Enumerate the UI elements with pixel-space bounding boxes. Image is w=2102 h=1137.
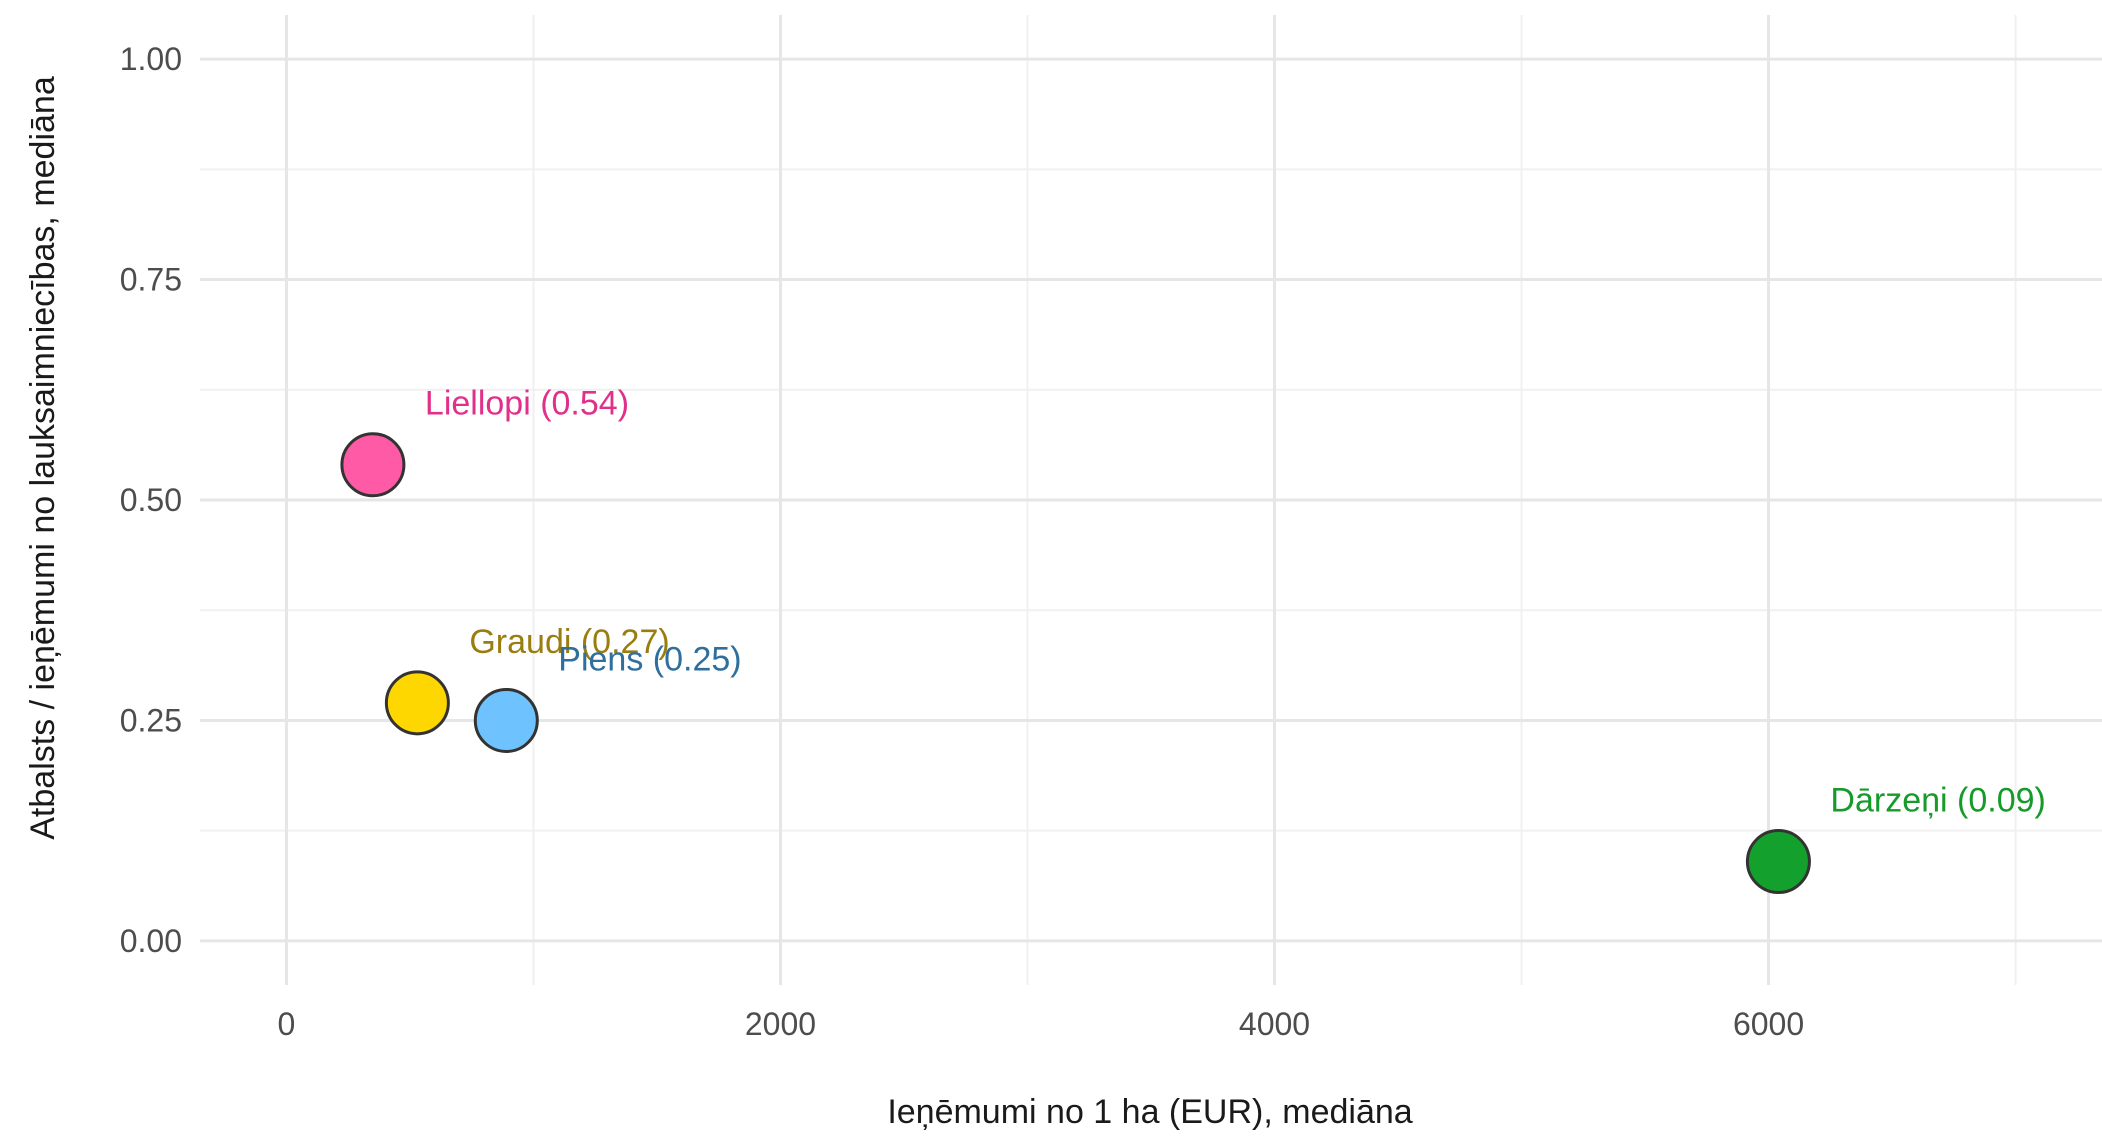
- data-point: [384, 670, 450, 736]
- data-point: [473, 687, 539, 753]
- point-label: Graudi (0.27): [469, 623, 669, 661]
- y-tick-label: 0.75: [120, 262, 182, 298]
- point-label: Dārzeņi (0.09): [1830, 782, 2045, 820]
- x-tick-label: 6000: [1733, 1006, 1804, 1042]
- y-tick-label: 0.50: [120, 482, 182, 518]
- x-tick-label: 4000: [1239, 1006, 1310, 1042]
- data-point: [1745, 829, 1811, 895]
- point-labels: Liellopi (0.54) Graudi (0.27)Piens (0.25)…: [425, 385, 2046, 820]
- y-axis-title: Atbalsts / ieņēmumi no lauksaimniecības,…: [24, 76, 62, 840]
- x-tick-label: 2000: [745, 1006, 816, 1042]
- y-tick-label: 0.25: [120, 702, 182, 738]
- x-axis-ticks: 0 2000 4000 6000: [278, 1006, 1805, 1042]
- point-label: Piens (0.25): [558, 640, 741, 678]
- y-tick-label: 1.00: [120, 41, 182, 77]
- y-axis-ticks: 0.00 0.25 0.50 0.75 1.00: [120, 41, 182, 959]
- data-points: [340, 432, 1811, 895]
- x-axis-title: Ieņēmumi no 1 ha (EUR), mediāna: [887, 1093, 1412, 1131]
- y-tick-label: 0.00: [120, 923, 182, 959]
- data-point: [340, 432, 406, 498]
- gridlines: [200, 15, 2102, 985]
- x-tick-label: 0: [278, 1006, 296, 1042]
- point-label: Liellopi (0.54): [425, 385, 629, 423]
